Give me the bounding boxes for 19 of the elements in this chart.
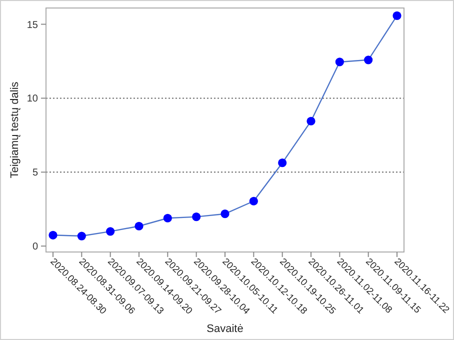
point xyxy=(106,227,115,236)
point xyxy=(392,11,402,20)
y-tick-label: 10 xyxy=(26,94,38,105)
y-tick-label: 5 xyxy=(32,168,38,179)
point xyxy=(249,196,258,206)
point xyxy=(220,210,230,218)
point xyxy=(48,230,58,240)
x-axis-title: Savaitė xyxy=(206,323,244,335)
y-tick-label: 0 xyxy=(32,242,38,253)
point xyxy=(306,116,316,126)
y-tick-label: 15 xyxy=(26,20,38,31)
point xyxy=(134,222,144,230)
point xyxy=(77,232,86,240)
point xyxy=(335,58,344,66)
point xyxy=(163,214,172,222)
point xyxy=(278,158,287,168)
point xyxy=(364,56,373,64)
y-axis-title: Teigiamų testų dalis xyxy=(9,81,21,178)
point xyxy=(192,212,201,222)
